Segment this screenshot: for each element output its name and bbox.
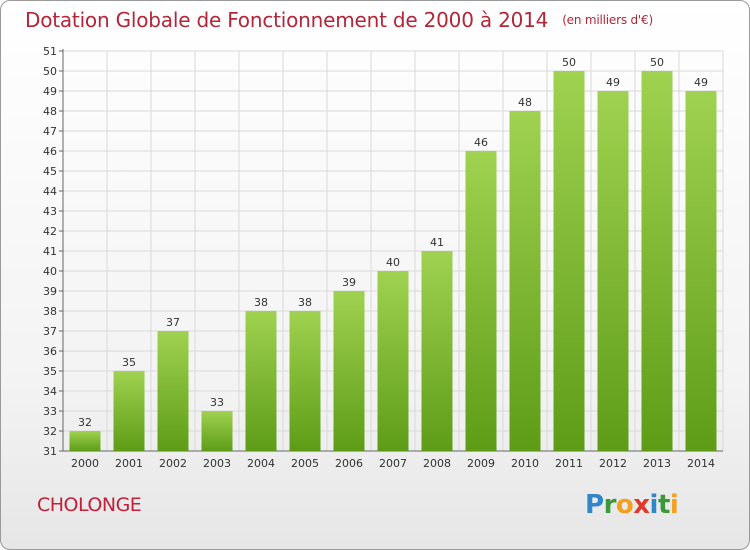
logo-letter: r bbox=[603, 490, 617, 520]
logo-letter: x bbox=[633, 490, 650, 520]
bar bbox=[641, 71, 673, 451]
data-label: 49 bbox=[694, 76, 708, 89]
chart-unit: (en milliers d'€) bbox=[562, 13, 653, 27]
logo-letter: o bbox=[615, 490, 634, 520]
bar bbox=[377, 271, 409, 451]
y-tick-label: 43 bbox=[43, 205, 57, 218]
y-tick-label: 32 bbox=[43, 425, 57, 438]
x-tick-label: 2011 bbox=[555, 457, 583, 470]
x-tick-label: 2002 bbox=[159, 457, 187, 470]
logo-letter: i bbox=[649, 490, 659, 520]
x-tick-label: 2010 bbox=[511, 457, 539, 470]
data-label: 35 bbox=[122, 356, 136, 369]
x-tick-label: 2000 bbox=[71, 457, 99, 470]
bar bbox=[69, 431, 101, 451]
y-tick-label: 38 bbox=[43, 305, 57, 318]
bar bbox=[685, 91, 717, 451]
y-tick-label: 31 bbox=[43, 445, 57, 458]
proxiti-logo: Proxiti bbox=[585, 490, 679, 520]
data-label: 33 bbox=[210, 396, 224, 409]
y-tick-label: 51 bbox=[43, 45, 57, 58]
data-label: 38 bbox=[254, 296, 268, 309]
y-tick-label: 33 bbox=[43, 405, 57, 418]
y-tick-label: 42 bbox=[43, 225, 57, 238]
axis-layer: 31 32 33 34 35 36 37 38 39 40 41 42 43 44 45 46 47 48 49 50… bbox=[43, 45, 723, 470]
data-label: 40 bbox=[386, 256, 400, 269]
x-tick-label: 2003 bbox=[203, 457, 231, 470]
logo-letter: t bbox=[657, 490, 670, 520]
chart-title-text: Dotation Globale de Fonctionnement de 20… bbox=[25, 8, 549, 32]
y-tick-label: 45 bbox=[43, 165, 57, 178]
data-label: 38 bbox=[298, 296, 312, 309]
x-tick-label: 2004 bbox=[247, 457, 275, 470]
x-tick-label: 2013 bbox=[643, 457, 671, 470]
commune-name: CHOLONGE bbox=[37, 494, 142, 516]
x-tick-label: 2006 bbox=[335, 457, 363, 470]
x-tick-label: 2012 bbox=[599, 457, 627, 470]
data-label: 46 bbox=[474, 136, 488, 149]
y-tick-label: 35 bbox=[43, 365, 57, 378]
bar bbox=[465, 151, 497, 451]
y-tick-label: 46 bbox=[43, 145, 57, 158]
data-label: 49 bbox=[606, 76, 620, 89]
y-tick-label: 37 bbox=[43, 325, 57, 338]
data-label: 41 bbox=[430, 236, 444, 249]
x-tick-label: 2005 bbox=[291, 457, 319, 470]
bar bbox=[201, 411, 233, 451]
y-tick-label: 40 bbox=[43, 265, 57, 278]
bar bbox=[245, 311, 277, 451]
x-tick-label: 2007 bbox=[379, 457, 407, 470]
data-label: 48 bbox=[518, 96, 532, 109]
data-label: 39 bbox=[342, 276, 356, 289]
y-tick-label: 39 bbox=[43, 285, 57, 298]
logo-letter: P bbox=[585, 490, 604, 520]
bar bbox=[113, 371, 145, 451]
logo-letter: i bbox=[669, 490, 679, 520]
bar bbox=[421, 251, 453, 451]
x-tick-label: 2001 bbox=[115, 457, 143, 470]
bar-chart: 31 32 33 34 35 36 37 38 39 40 41 42 43 44 45 46 47 48 49 50… bbox=[43, 45, 724, 470]
data-label: 50 bbox=[650, 56, 664, 69]
bar bbox=[333, 291, 365, 451]
label-layer: 32 35 37 33 38 38 39 40 41 46 48 50 49 50 49 bbox=[78, 56, 708, 429]
bar bbox=[289, 311, 321, 451]
data-label: 37 bbox=[166, 316, 180, 329]
y-tick-label: 44 bbox=[43, 185, 57, 198]
y-tick-label: 50 bbox=[43, 65, 57, 78]
y-tick-label: 48 bbox=[43, 105, 57, 118]
bar bbox=[553, 71, 585, 451]
data-label: 32 bbox=[78, 416, 92, 429]
data-label: 50 bbox=[562, 56, 576, 69]
x-tick-label: 2014 bbox=[687, 457, 715, 470]
y-tick-label: 41 bbox=[43, 245, 57, 258]
y-tick-label: 36 bbox=[43, 345, 57, 358]
x-tick-label: 2009 bbox=[467, 457, 495, 470]
x-tick-label: 2008 bbox=[423, 457, 451, 470]
bar-layer bbox=[69, 71, 717, 451]
bar bbox=[597, 91, 629, 451]
bar bbox=[157, 331, 189, 451]
bar bbox=[509, 111, 541, 451]
y-tick-label: 34 bbox=[43, 385, 57, 398]
y-tick-label: 47 bbox=[43, 125, 57, 138]
chart-title: Dotation Globale de Fonctionnement de 20… bbox=[25, 8, 653, 32]
y-tick-label: 49 bbox=[43, 85, 57, 98]
